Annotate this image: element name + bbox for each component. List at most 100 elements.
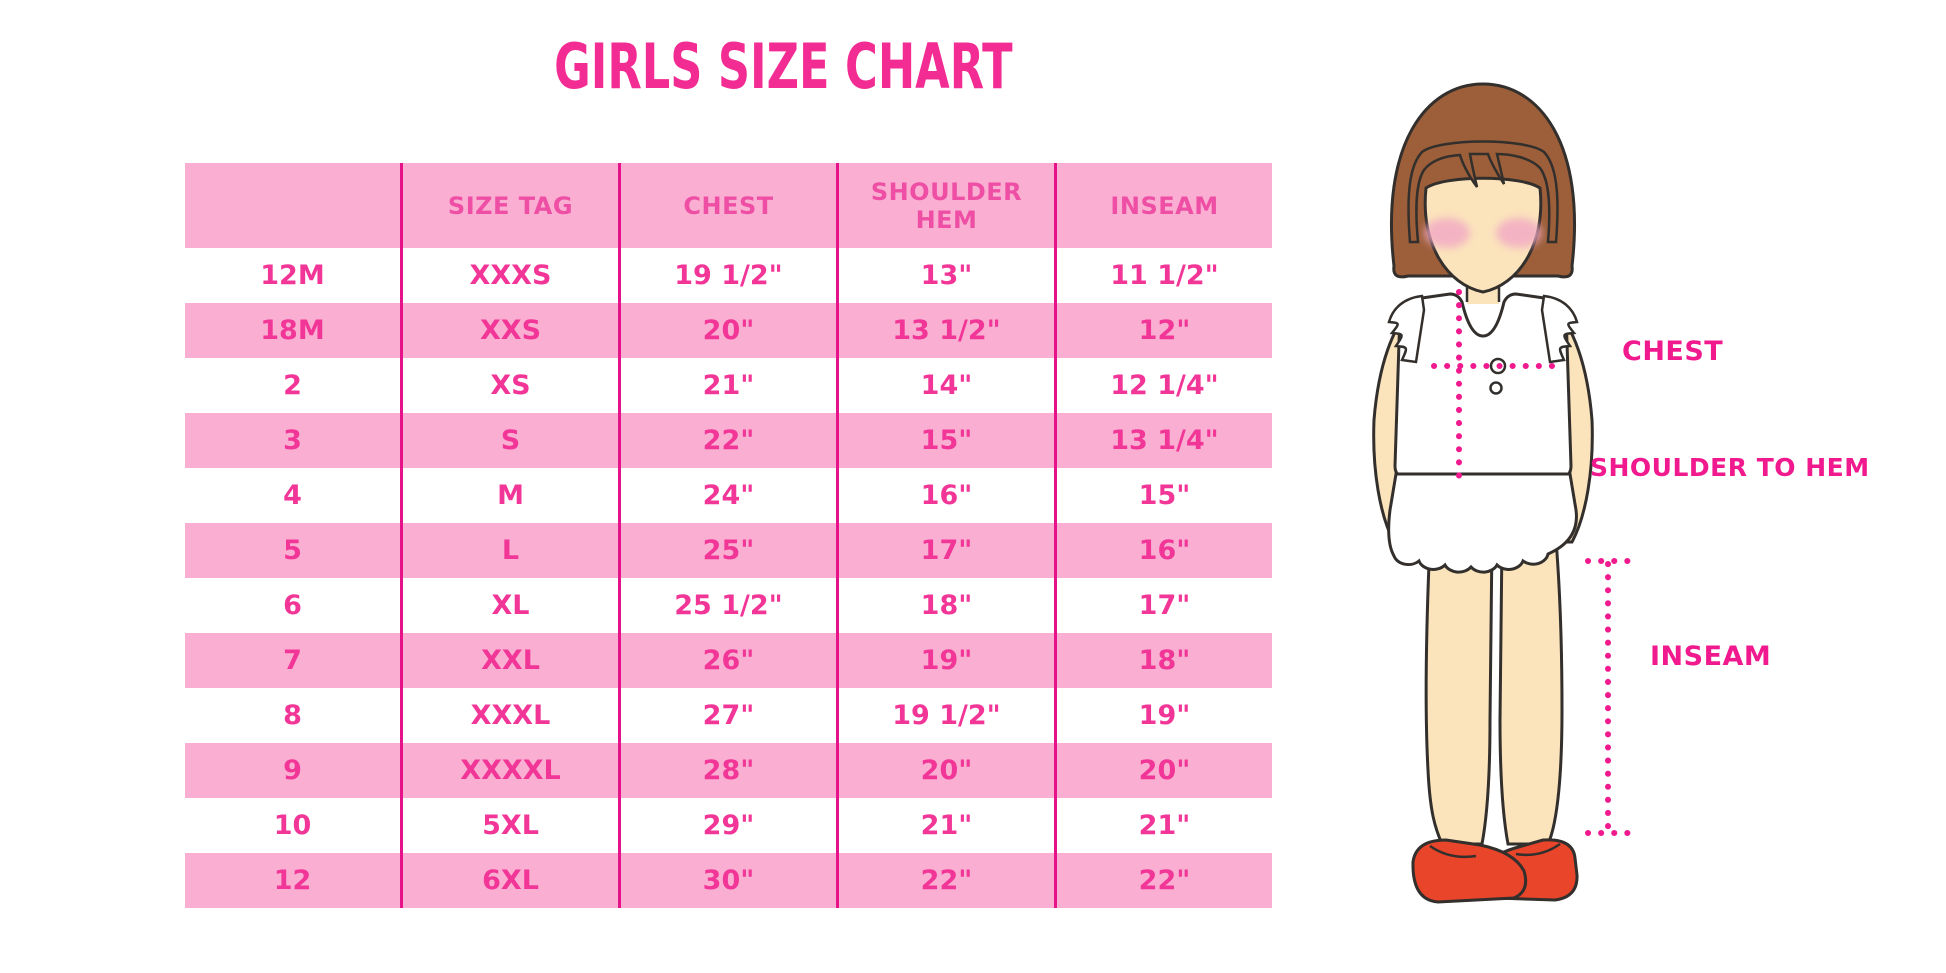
girl-illustration	[1372, 82, 1631, 904]
column-header-empty	[185, 163, 402, 248]
chest-label: CHEST	[1622, 336, 1724, 367]
table-cell: 14"	[836, 358, 1056, 413]
table-cell: 6XL	[400, 853, 620, 908]
table-cell: 17"	[1054, 578, 1272, 633]
row-size-label: 12	[273, 865, 312, 896]
table-row: 12M XXXS 19 1/2" 13" 11 1/2"	[185, 248, 1272, 303]
column-header: SIZE TAG	[400, 163, 620, 248]
row-size-label: 8	[283, 700, 302, 731]
page-title: GIRLS SIZE CHART	[383, 30, 1183, 103]
row-size-label: 12M	[260, 260, 325, 291]
table-cell: XXXS	[400, 248, 620, 303]
table-cell: 15"	[836, 413, 1056, 468]
table-cell: XXXXL	[400, 743, 620, 798]
right-leg	[1498, 538, 1564, 846]
row-size-label: 2	[283, 370, 302, 401]
table-cell: XS	[400, 358, 620, 413]
column-header: CHEST	[618, 163, 838, 248]
table-row: 6 XL 25 1/2" 18" 17"	[185, 578, 1272, 633]
size-table: SIZE TAG CHEST SHOULDER HEM INSEAM 12M XXXS 1…	[185, 163, 1272, 908]
face	[1423, 176, 1543, 294]
table-row: 10 5XL 29" 21" 21"	[185, 798, 1272, 853]
table-cell: XXS	[400, 303, 620, 358]
table-cell: 19"	[1054, 688, 1272, 743]
table-cell: 11 1/2"	[1054, 248, 1272, 303]
column-header: SHOULDER HEM	[836, 163, 1056, 248]
table-cell: 16"	[836, 468, 1056, 523]
table-cell: 12"	[1054, 303, 1272, 358]
table-row: 12 6XL 30" 22" 22"	[185, 853, 1272, 908]
table-cell: 17"	[836, 523, 1056, 578]
table-cell: 18"	[836, 578, 1056, 633]
inseam-label: INSEAM	[1650, 641, 1772, 672]
row-size-label: 9	[283, 755, 302, 786]
table-cell: M	[400, 468, 620, 523]
table-cell: 22"	[836, 853, 1056, 908]
table-cell: S	[400, 413, 620, 468]
table-cell: 19 1/2"	[836, 688, 1056, 743]
table-row: 5 L 25" 17" 16"	[185, 523, 1272, 578]
row-size-label: 6	[283, 590, 302, 621]
table-cell: 21"	[618, 358, 838, 413]
table-cell: 15"	[1054, 468, 1272, 523]
table-cell: 12 1/4"	[1054, 358, 1272, 413]
size-table-body: 12M XXXS 19 1/2" 13" 11 1/2" 18M XXS 20" 13 1/2"…	[185, 248, 1272, 908]
table-row: 3 S 22" 15" 13 1/4"	[185, 413, 1272, 468]
table-cell: 18"	[1054, 633, 1272, 688]
left-blush	[1424, 218, 1470, 248]
table-row: 8 XXXL 27" 19 1/2" 19"	[185, 688, 1272, 743]
table-cell: 30"	[618, 853, 838, 908]
left-shoe	[1411, 838, 1528, 904]
size-table-grid: SIZE TAG CHEST SHOULDER HEM INSEAM 12M XXXS 1…	[185, 163, 1272, 908]
table-row: 9 XXXXL 28" 20" 20"	[185, 743, 1272, 798]
bangs	[1407, 140, 1559, 244]
shoulder-to-hem-label: SHOULDER TO HEM	[1590, 453, 1870, 482]
table-cell: XL	[400, 578, 620, 633]
row-size-label: 3	[283, 425, 302, 456]
table-cell: 25 1/2"	[618, 578, 838, 633]
table-cell: 25"	[618, 523, 838, 578]
table-cell: 13"	[836, 248, 1056, 303]
table-cell: 21"	[1054, 798, 1272, 853]
table-cell: L	[400, 523, 620, 578]
table-cell: 29"	[618, 798, 838, 853]
table-cell: 20"	[836, 743, 1056, 798]
table-row: 4 M 24" 16" 15"	[185, 468, 1272, 523]
left-leg	[1424, 538, 1494, 846]
header-row: SIZE TAG CHEST SHOULDER HEM INSEAM	[185, 163, 1272, 248]
skirt	[1387, 472, 1578, 574]
table-cell: 27"	[618, 688, 838, 743]
table-row: 18M XXS 20" 13 1/2" 12"	[185, 303, 1272, 358]
row-size-label: 10	[273, 810, 312, 841]
table-row: 2 XS 21" 14" 12 1/4"	[185, 358, 1272, 413]
table-cell: 13 1/4"	[1054, 413, 1272, 468]
table-cell: 13 1/2"	[836, 303, 1056, 358]
right-sleeve-ruffle	[1540, 294, 1579, 364]
row-size-label: 5	[283, 535, 302, 566]
table-cell: 21"	[836, 798, 1056, 853]
right-blush	[1496, 218, 1542, 248]
table-cell: 16"	[1054, 523, 1272, 578]
row-size-label: 4	[283, 480, 302, 511]
table-cell: 22"	[1054, 853, 1272, 908]
table-cell: 26"	[618, 633, 838, 688]
right-shoe-strap	[1515, 842, 1561, 857]
button-bottom	[1489, 381, 1503, 395]
left-shoe-strap	[1429, 844, 1477, 859]
row-size-label: 7	[283, 645, 302, 676]
table-cell: 22"	[618, 413, 838, 468]
column-header: INSEAM	[1054, 163, 1272, 248]
table-cell: 19"	[836, 633, 1056, 688]
table-cell: 24"	[618, 468, 838, 523]
table-cell: 20"	[618, 303, 838, 358]
left-sleeve-ruffle	[1387, 294, 1426, 364]
size-table-header: SIZE TAG CHEST SHOULDER HEM INSEAM	[185, 163, 1272, 248]
table-cell: XXL	[400, 633, 620, 688]
table-cell: 19 1/2"	[618, 248, 838, 303]
table-cell: XXXL	[400, 688, 620, 743]
table-row: 7 XXL 26" 19" 18"	[185, 633, 1272, 688]
table-cell: 20"	[1054, 743, 1272, 798]
table-cell: 5XL	[400, 798, 620, 853]
row-size-label: 18M	[260, 315, 325, 346]
